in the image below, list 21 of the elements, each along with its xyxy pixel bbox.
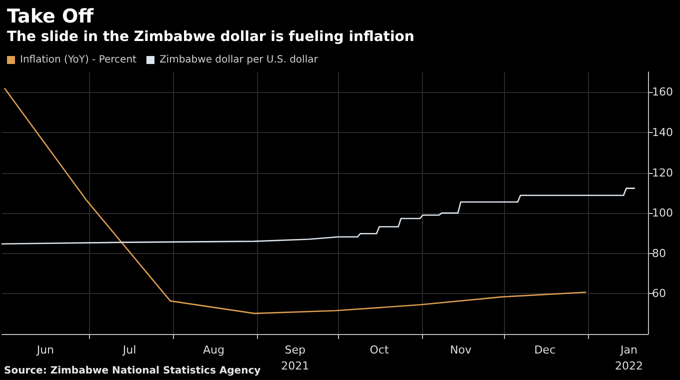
x-tick-label: Jun (36, 344, 54, 356)
line-series (4, 88, 586, 314)
x-tick-label: Sep 2021 (281, 344, 310, 372)
y-tick-label: 160 (652, 86, 673, 99)
source-note: Source: Zimbabwe National Statistics Agency (4, 366, 262, 376)
legend-label: Inflation (YoY) - Percent (20, 54, 137, 66)
x-tick-label: Nov (450, 344, 472, 356)
x-tick-label: Dec (534, 344, 556, 356)
legend-label: Zimbabwe dollar per U.S. dollar (159, 54, 319, 66)
chart-subtitle: The slide in the Zimbabwe dollar is fueling inflation (7, 29, 414, 45)
y-tick-label: 60 (652, 287, 666, 300)
x-tick-label: Jul (122, 344, 136, 356)
x-tick-label: Oct (370, 344, 390, 356)
x-tick-label: Jan 2022 (615, 344, 643, 372)
y-tick-label: 100 (652, 206, 673, 220)
y-tick-label: 120 (652, 166, 673, 180)
x-tick-label: Aug (202, 344, 224, 356)
line-series (1, 188, 636, 245)
y-tick-label: 140 (652, 126, 673, 139)
chart-title: Take Off (7, 6, 94, 28)
y-tick-label: 80 (652, 246, 666, 260)
